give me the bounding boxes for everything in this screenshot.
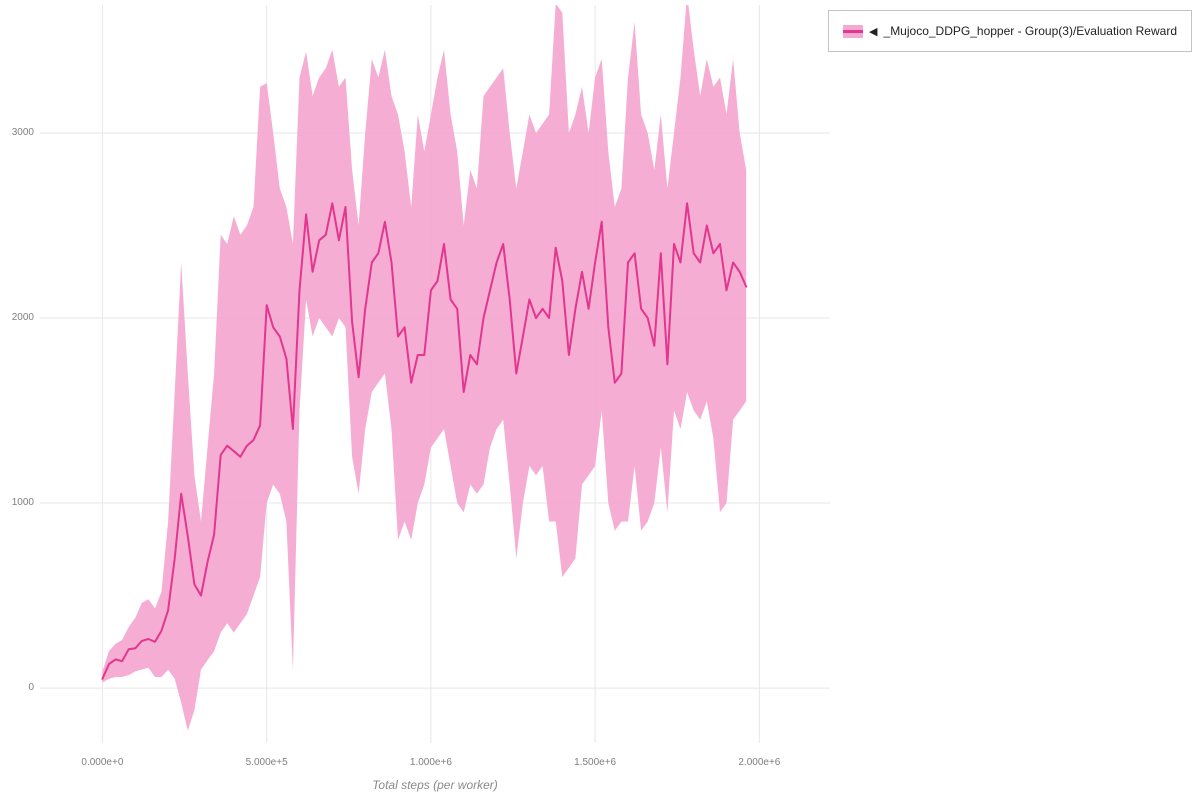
legend-swatch xyxy=(843,24,864,38)
x-tick-label: 1.000e+6 xyxy=(409,757,452,768)
legend-collapse-icon: ◀ xyxy=(869,25,878,38)
x-axis-title: Total steps (per worker) xyxy=(372,778,498,792)
x-tick-label: 5.000e+5 xyxy=(245,757,288,768)
x-tick-label: 2.000e+6 xyxy=(738,757,781,768)
y-tick-label: 2000 xyxy=(11,312,34,324)
y-tick-label: 3000 xyxy=(11,127,34,139)
x-tick-label: 1.500e+6 xyxy=(574,757,617,768)
plot-svg xyxy=(40,0,830,743)
legend-swatch-line-icon xyxy=(843,29,864,33)
legend-item[interactable]: ◀ _Mujoco_DDPG_hopper - Group(3)/Evaluat… xyxy=(843,24,1177,38)
y-tick-label: 1000 xyxy=(11,497,34,509)
y-tick-label: 0 xyxy=(28,682,34,694)
plot-area xyxy=(40,0,830,743)
legend: ◀ _Mujoco_DDPG_hopper - Group(3)/Evaluat… xyxy=(828,10,1192,52)
x-tick-label: 0.000e+0 xyxy=(81,757,124,768)
legend-label: _Mujoco_DDPG_hopper - Group(3)/Evaluatio… xyxy=(883,24,1177,38)
